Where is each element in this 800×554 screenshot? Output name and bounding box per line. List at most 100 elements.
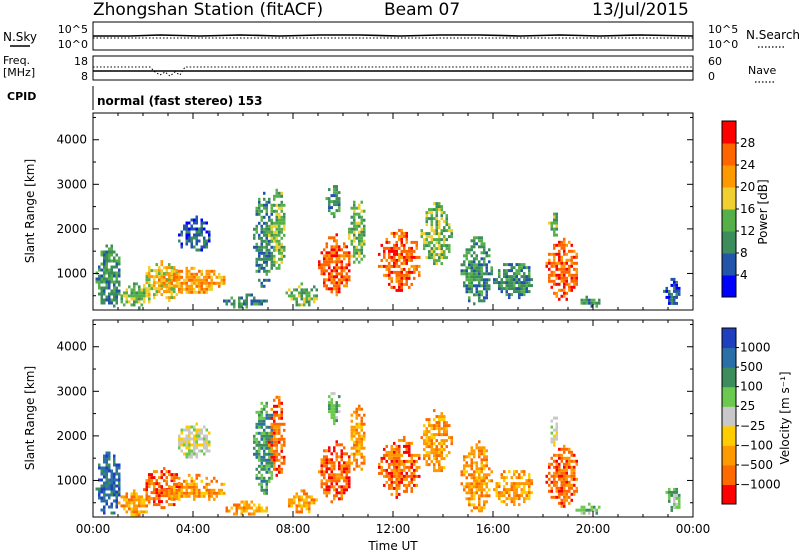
power-echo-region bbox=[580, 295, 601, 308]
velocity-echo-region bbox=[318, 440, 351, 504]
power-colorbar-tick-label: 28 bbox=[740, 136, 755, 150]
nave-tick-bottom: 0 bbox=[708, 70, 715, 83]
power-echo-region bbox=[663, 277, 681, 305]
velocity-colorbar-swatch bbox=[722, 445, 736, 466]
velocity-echo-region bbox=[550, 416, 558, 447]
velocity-colorbar-swatch bbox=[722, 347, 736, 368]
power-colorbar-swatch bbox=[722, 209, 736, 232]
nsky-panel: N.Sky 10^5 10^0 10^5 10^0 N.Search bbox=[3, 21, 800, 51]
power-echo-region bbox=[253, 191, 273, 288]
freq-label: Freq. bbox=[3, 54, 30, 67]
velocity-echo-region bbox=[268, 395, 286, 477]
power-colorbar: 4 8 12 16 20 24 28 bbox=[721, 120, 755, 298]
velocity-ytick-label: 4000 bbox=[56, 340, 87, 354]
velocity-echo-region bbox=[158, 473, 226, 501]
cpid-label: CPID bbox=[7, 90, 36, 103]
velocity-echo-region bbox=[350, 404, 366, 471]
velocity-colorbar-tick-label: −25 bbox=[740, 419, 765, 433]
power-colorbar-label: Power [dB] bbox=[756, 179, 770, 244]
nsky-label: N.Sky bbox=[3, 30, 37, 44]
power-colorbar-tick-label: 12 bbox=[740, 224, 755, 238]
velocity-colorbar-swatch bbox=[722, 425, 736, 446]
velocity-ylabel: Slant Range [km] bbox=[23, 366, 37, 470]
freq-tick-top: 18 bbox=[74, 55, 88, 68]
power-echo-layer bbox=[95, 185, 681, 310]
power-colorbar-swatch bbox=[722, 143, 736, 166]
velocity-echo-region bbox=[545, 444, 578, 508]
velocity-colorbar-tick-label: 500 bbox=[740, 360, 763, 374]
power-echo-region bbox=[378, 228, 421, 292]
velocity-colorbar-tick-label: 25 bbox=[740, 399, 755, 413]
velocity-ytick-label: 3000 bbox=[56, 384, 87, 398]
velocity-colorbar-frame bbox=[721, 327, 737, 505]
xtick-label: 12:00 bbox=[376, 522, 411, 536]
power-colorbar-tick-label: 4 bbox=[740, 268, 748, 282]
nsearch-label: N.Search bbox=[746, 28, 800, 42]
freq-tick-bottom: 8 bbox=[81, 70, 88, 83]
power-colorbar-tick-label: 20 bbox=[740, 180, 755, 194]
nsearch-tick-top: 10^5 bbox=[708, 23, 738, 36]
nave-label: Nave bbox=[748, 64, 776, 77]
power-echo-region bbox=[223, 293, 268, 309]
velocity-echo-region bbox=[288, 489, 318, 514]
velocity-panel: 1000 2000 3000 4000 00:00 04:00 08:00 12:00 16:… bbox=[23, 319, 792, 553]
velocity-echo-region bbox=[575, 502, 601, 515]
velocity-colorbar-swatch bbox=[722, 464, 736, 485]
power-echo-region bbox=[348, 200, 366, 264]
nave-tick-top: 60 bbox=[708, 55, 722, 68]
power-echo-region bbox=[158, 266, 226, 294]
xtick-label: 08:00 bbox=[276, 522, 311, 536]
velocity-colorbar-swatch bbox=[722, 328, 736, 349]
power-echo-region bbox=[325, 185, 341, 219]
power-echo-region bbox=[120, 282, 151, 310]
power-echo-region bbox=[285, 282, 318, 307]
station-title: Zhongshan Station (fitACF) bbox=[93, 0, 324, 20]
power-xticks bbox=[92, 113, 694, 310]
nsearch-tick-bottom: 10^0 bbox=[708, 38, 738, 51]
velocity-colorbar-swatch bbox=[722, 367, 736, 388]
velocity-colorbar: 1000 500 100 25 −25 −100 −500 −1000 bbox=[721, 327, 781, 505]
power-yticks: 1000 2000 3000 4000 bbox=[56, 116, 693, 297]
xaxis-label: Time UT bbox=[367, 539, 418, 553]
xtick-label: 00:00 bbox=[676, 522, 711, 536]
power-ytick-label: 4000 bbox=[56, 133, 87, 147]
power-ytick-label: 3000 bbox=[56, 177, 87, 191]
power-echo-region bbox=[545, 237, 578, 301]
power-colorbar-tick-label: 16 bbox=[740, 202, 755, 216]
cpid-value: normal (fast stereo) 153 bbox=[97, 94, 263, 108]
power-ytick-label: 2000 bbox=[56, 222, 87, 236]
power-ytick-label: 1000 bbox=[56, 266, 87, 280]
velocity-echo-region bbox=[328, 392, 341, 426]
velocity-colorbar-label: Velocity [m s⁻¹] bbox=[778, 371, 792, 464]
velocity-colorbar-swatch bbox=[722, 406, 736, 427]
power-echo-region bbox=[95, 244, 121, 308]
nave-trace bbox=[93, 66, 693, 77]
velocity-echo-region bbox=[460, 440, 493, 513]
velocity-xticks: 00:00 04:00 08:00 12:00 16:00 20:00 00:00 bbox=[76, 320, 711, 536]
velocity-colorbar-swatch bbox=[722, 484, 736, 505]
velocity-ytick-label: 1000 bbox=[56, 473, 87, 487]
velocity-colorbar-tick-label: 1000 bbox=[740, 341, 771, 355]
power-echo-region bbox=[460, 236, 493, 306]
velocity-echo-region bbox=[378, 435, 421, 499]
velocity-colorbar-tick-label: 100 bbox=[740, 380, 763, 394]
velocity-echo-region bbox=[178, 422, 211, 459]
xtick-label: 00:00 bbox=[76, 522, 111, 536]
xtick-label: 20:00 bbox=[576, 522, 611, 536]
velocity-echo-region bbox=[253, 401, 273, 495]
power-colorbar-swatch bbox=[722, 275, 736, 298]
velocity-echo-region bbox=[665, 487, 681, 512]
velocity-colorbar-swatch bbox=[722, 386, 736, 407]
velocity-echo-layer bbox=[95, 392, 681, 517]
nsky-tick-top: 10^5 bbox=[58, 23, 88, 36]
power-colorbar-swatch bbox=[722, 253, 736, 276]
power-colorbar-swatch bbox=[722, 121, 736, 144]
freq-unit: [MHz] bbox=[3, 66, 35, 79]
power-echo-region bbox=[268, 188, 286, 270]
velocity-echo-region bbox=[225, 500, 268, 516]
velocity-echo-region bbox=[95, 451, 121, 515]
beam-label: Beam 07 bbox=[384, 0, 461, 20]
power-echo-region bbox=[420, 202, 453, 266]
power-colorbar-tick-label: 24 bbox=[740, 158, 755, 172]
power-echo-region bbox=[178, 215, 211, 252]
